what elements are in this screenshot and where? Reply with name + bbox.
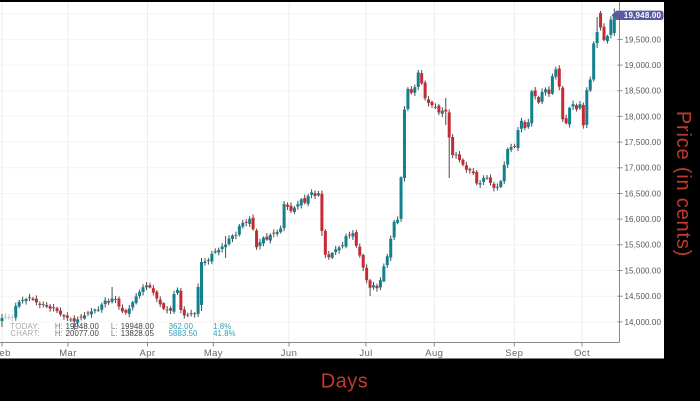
svg-text:20077.00: 20077.00 — [66, 329, 100, 338]
svg-text:13828.05: 13828.05 — [121, 329, 155, 338]
svg-text:41.8%: 41.8% — [213, 329, 236, 338]
svg-text:Mar: Mar — [59, 348, 77, 359]
svg-text:14,500.00: 14,500.00 — [625, 292, 662, 301]
svg-text:19948.00: 19948.00 — [66, 322, 100, 331]
svg-text:17,500.00: 17,500.00 — [625, 138, 662, 147]
svg-text:16,000.00: 16,000.00 — [625, 215, 662, 224]
svg-text:Jul: Jul — [359, 348, 372, 359]
svg-text:19,000.00: 19,000.00 — [625, 61, 662, 70]
svg-text:Price (in cents): Price (in cents) — [672, 111, 694, 257]
svg-text:Days: Days — [321, 371, 369, 393]
svg-text:19,948.00: 19,948.00 — [624, 11, 662, 20]
svg-text:Aug: Aug — [425, 348, 443, 359]
svg-text:Feb: Feb — [0, 348, 11, 359]
svg-text:5883.50: 5883.50 — [169, 329, 198, 338]
svg-text:16,500.00: 16,500.00 — [625, 189, 662, 198]
svg-text:H:: H: — [55, 329, 63, 338]
svg-text:Jun: Jun — [281, 348, 298, 359]
svg-text:362.00: 362.00 — [169, 322, 194, 331]
svg-text:Oct: Oct — [574, 348, 590, 359]
svg-text:14,000.00: 14,000.00 — [625, 318, 662, 327]
svg-text:19,500.00: 19,500.00 — [625, 35, 662, 44]
svg-text:15,000.00: 15,000.00 — [625, 266, 662, 275]
svg-text:17,000.00: 17,000.00 — [625, 164, 662, 173]
svg-text:Apr: Apr — [140, 348, 156, 359]
svg-text:May: May — [204, 348, 223, 359]
svg-text:15,500.00: 15,500.00 — [625, 241, 662, 250]
svg-text:TODAY:: TODAY: — [10, 322, 40, 331]
svg-text:CHART:: CHART: — [10, 329, 40, 338]
svg-text:18,500.00: 18,500.00 — [625, 87, 662, 96]
svg-text:1.8%: 1.8% — [213, 322, 231, 331]
svg-text:L:: L: — [111, 329, 118, 338]
svg-text:19948.00: 19948.00 — [121, 322, 155, 331]
svg-text:L:: L: — [111, 322, 118, 331]
svg-text:H:: H: — [55, 322, 63, 331]
svg-text:Sep: Sep — [505, 348, 523, 359]
svg-text:18,000.00: 18,000.00 — [625, 112, 662, 121]
